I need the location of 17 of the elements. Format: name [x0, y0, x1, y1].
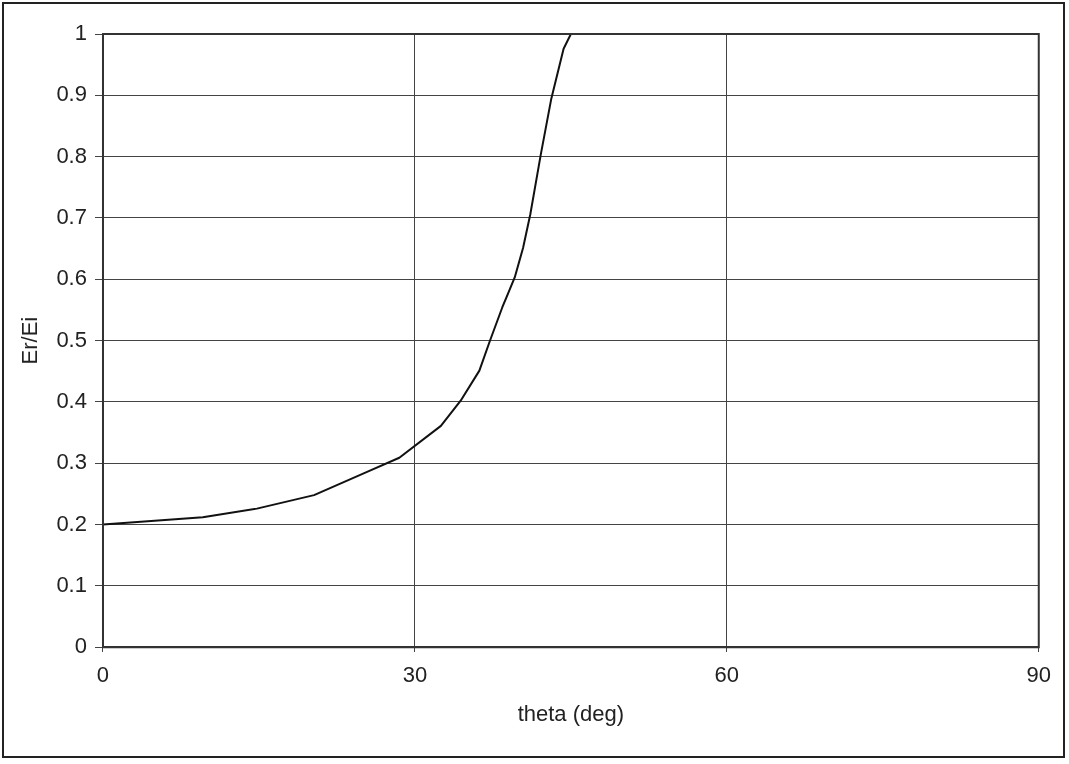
y-axis-title: Er/Ei — [17, 316, 43, 365]
y-tick-label: 1 — [74, 20, 87, 46]
y-tick-label: 0.9 — [56, 81, 87, 107]
x-tick-label: 0 — [96, 662, 110, 688]
y-tick-label: 0.3 — [56, 449, 87, 475]
y-tick-label: 0.2 — [56, 510, 87, 536]
y-tick-label: 0.7 — [56, 204, 87, 230]
y-tick-label: 0.1 — [56, 571, 87, 597]
x-tick-label: 60 — [714, 662, 740, 688]
y-tick-label: 0.5 — [56, 326, 87, 352]
x-axis-title: theta (deg) — [517, 700, 625, 726]
x-tick-label: 90 — [1026, 662, 1052, 688]
x-tick-label: 30 — [402, 662, 428, 688]
y-tick-label: 0 — [74, 633, 87, 659]
y-tick-label: 0.8 — [56, 142, 87, 168]
y-tick-label: 0.4 — [56, 387, 87, 413]
y-tick-label: 0.6 — [56, 265, 87, 291]
